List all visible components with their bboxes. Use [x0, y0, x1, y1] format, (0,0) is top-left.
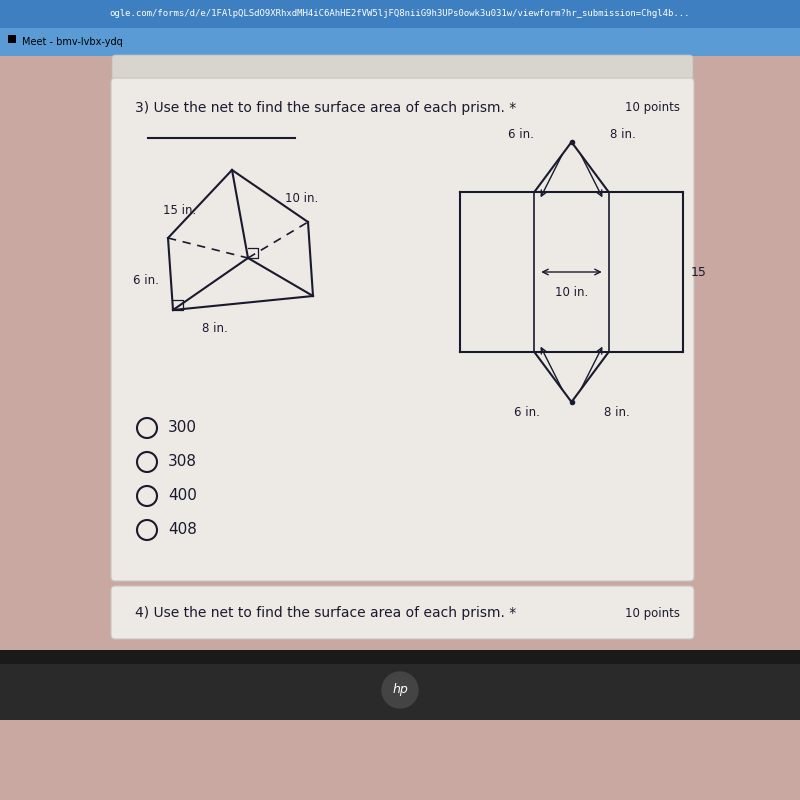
Bar — [0, 28, 800, 56]
Text: 6 in.: 6 in. — [508, 127, 534, 141]
FancyBboxPatch shape — [112, 55, 693, 83]
Text: 6 in.: 6 in. — [133, 274, 159, 286]
Bar — [0, 660, 800, 720]
Text: 8 in.: 8 in. — [202, 322, 228, 334]
Text: 10 in.: 10 in. — [285, 191, 318, 205]
Text: 15: 15 — [691, 266, 707, 278]
Bar — [0, 0, 800, 28]
Text: 15 in.: 15 in. — [163, 203, 196, 217]
FancyBboxPatch shape — [111, 586, 694, 639]
Text: 4) Use the net to find the surface area of each prism. *: 4) Use the net to find the surface area … — [135, 606, 516, 620]
Text: 6 in.: 6 in. — [514, 406, 539, 418]
Text: 8 in.: 8 in. — [610, 127, 635, 141]
Text: 400: 400 — [168, 489, 197, 503]
Text: 408: 408 — [168, 522, 197, 538]
Circle shape — [382, 672, 418, 708]
Text: 10 points: 10 points — [625, 102, 680, 114]
Text: 10 in.: 10 in. — [555, 286, 588, 299]
Text: 3) Use the net to find the surface area of each prism. *: 3) Use the net to find the surface area … — [135, 101, 516, 115]
Text: 300: 300 — [168, 421, 197, 435]
Text: Meet - bmv-lvbx-ydq: Meet - bmv-lvbx-ydq — [22, 37, 122, 47]
Text: 10 points: 10 points — [625, 606, 680, 619]
Text: 8 in.: 8 in. — [603, 406, 630, 418]
Text: ogle.com/forms/d/e/1FAlpQLSdO9XRhxdMH4iC6AhHE2fVW5ljFQ8niiG9h3UPs0owk3u031w/view: ogle.com/forms/d/e/1FAlpQLSdO9XRhxdMH4iC… — [110, 10, 690, 18]
Bar — [0, 650, 800, 664]
Text: hp: hp — [392, 683, 408, 697]
Text: 308: 308 — [168, 454, 197, 470]
Bar — [8, 35, 16, 43]
FancyBboxPatch shape — [111, 78, 694, 581]
